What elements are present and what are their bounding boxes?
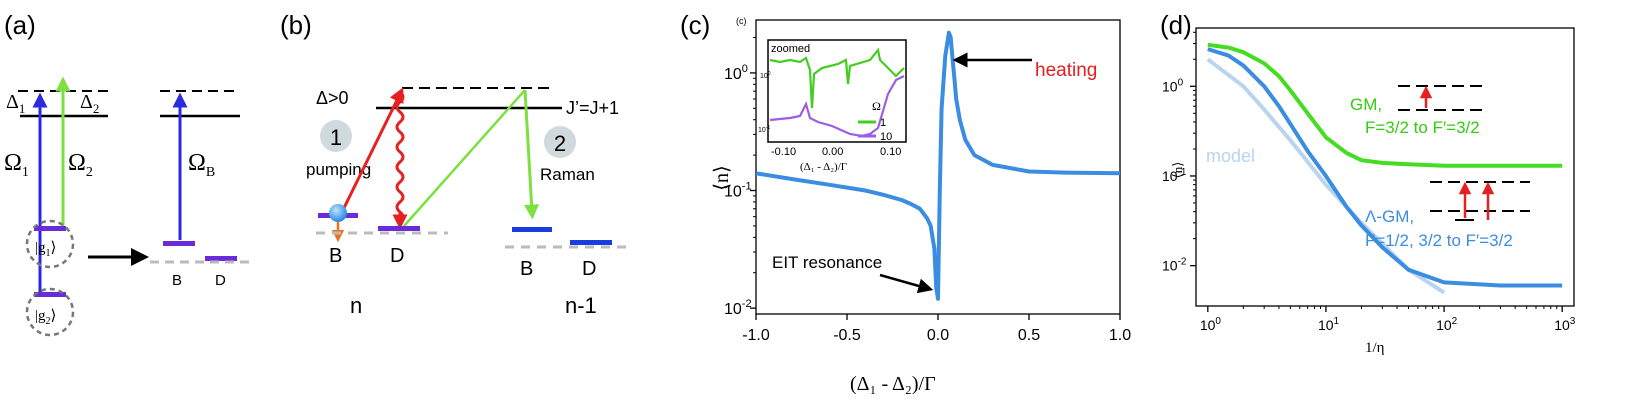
state-D-label: D: [215, 272, 226, 289]
g1-label: |g1⟩: [35, 240, 56, 259]
inset-xtick-2: 0.10: [880, 146, 901, 158]
gm-label-2: F=3/2 to F′=3/2: [1365, 118, 1480, 137]
panel-b: (b) Δ>0 J’=J+1 1 pumping 2 Raman B D n B…: [280, 10, 628, 318]
inset-legend-10: 10: [880, 131, 892, 143]
inset-purple-series: [769, 75, 905, 138]
c-xtick-label: 0.0: [927, 327, 949, 344]
c-ytick-label: 100: [724, 63, 748, 83]
right-D-label: D: [582, 258, 596, 280]
d-xtick-label: 103: [1554, 316, 1576, 333]
lgm-label-2: F=1/2, 3/2 to F′=3/2: [1365, 231, 1513, 250]
D-level: [205, 256, 237, 261]
n-minus-1-label: n-1: [565, 293, 597, 318]
delta2-label: Δ2: [80, 91, 99, 116]
delta1-label: Δ1: [6, 91, 25, 116]
B-level: [163, 241, 195, 246]
c-inset: (c) zoomed 100 10-1 -0.10 0.00 0.10 (Δ₁ …: [736, 16, 907, 173]
n-label: n: [350, 293, 362, 318]
raman-arrow: [523, 89, 540, 220]
step1-number: 1: [330, 125, 342, 150]
inset-title: zoomed: [771, 43, 810, 55]
panel-c-label: (c): [680, 10, 710, 40]
eit-arrow: [879, 273, 934, 294]
c-xtick-label: -0.5: [833, 327, 861, 344]
g2-circle: [25, 287, 75, 337]
step2-badge: [544, 126, 576, 158]
inset-xtick-1: 0.00: [822, 146, 843, 158]
heating-label: heating: [1035, 60, 1097, 81]
state-B-label: B: [172, 272, 182, 289]
model-label: model: [1206, 146, 1255, 166]
panel-a: (a) Δ1 Δ2 Ω1 Ω2 |g1⟩ |g2⟩ ΩB B D: [4, 10, 252, 337]
inset-xtick-0: -0.10: [771, 146, 796, 158]
c-main-series: [755, 30, 1121, 301]
d-y-axis: 10-2 10-1 100: [1162, 31, 1196, 274]
d-x-axis: 100 101 102 103: [1200, 306, 1576, 333]
right-B-level: [512, 227, 552, 232]
panel-d-label: (d): [1160, 10, 1192, 40]
inset-tag: (c): [736, 16, 747, 26]
c-y-axis: 10-2 10-1 100: [724, 37, 756, 318]
omega1-label: Ω1: [4, 150, 29, 180]
c-ytick-label: 10-1: [724, 181, 752, 201]
left-D-level: [378, 226, 420, 231]
inset-xlabel: (Δ₁ - Δ₂)/Γ: [800, 161, 847, 173]
omegaB-label: ΩB: [188, 150, 215, 180]
atom-ball: [329, 204, 347, 222]
lgm-label-1: Λ-GM,: [1365, 207, 1414, 226]
d-xtick-label: 100: [1200, 316, 1222, 333]
c-x-axis: -1.0 -0.5 0.0 0.5 1.0: [742, 314, 1131, 344]
raman-label: Raman: [540, 165, 595, 184]
g1-circle: [25, 219, 75, 269]
right-D-level: [570, 240, 612, 245]
d-xtick-label: 102: [1436, 316, 1458, 333]
panel-a-label: (a): [4, 10, 36, 40]
inset-legend-1: 1: [880, 117, 886, 129]
eit-label: EIT resonance: [772, 253, 882, 272]
right-B-label: B: [520, 258, 533, 280]
c-ylabel: ⟨n⟩: [711, 165, 733, 191]
left-B-label: B: [329, 245, 342, 267]
d-ytick-label: 10-2: [1162, 257, 1187, 274]
inset-frame: [767, 39, 907, 143]
c-xtick-label: 0.5: [1018, 327, 1040, 344]
pump-arrow: [340, 87, 404, 213]
panel-b-label: (b): [280, 10, 312, 40]
left-D-label: D: [390, 245, 404, 267]
g1-level: [34, 226, 66, 231]
d-lambda-gm-series: [1207, 47, 1563, 288]
inset-legend-title: Ω: [872, 99, 881, 113]
d-ylabel: ⟨n⟩: [1170, 162, 1185, 179]
g2-label: |g2⟩: [35, 308, 56, 327]
c-xtick-label: 1.0: [1109, 327, 1131, 344]
d-plot-frame: [1195, 27, 1575, 307]
decay-wavy: [395, 90, 405, 224]
gm-label-1: GM,: [1350, 95, 1382, 114]
c-xtick-label: -1.0: [742, 327, 770, 344]
delta-label: Δ>0: [316, 88, 349, 108]
omega2-label: Ω2: [68, 150, 93, 180]
raman-green-line: [403, 89, 526, 227]
inset-green-series: [769, 47, 905, 109]
d-gm-series: [1207, 42, 1563, 168]
c-xlabel: (Δ₁ - Δ₂)/Γ: [850, 373, 936, 395]
step1-badge: [320, 120, 352, 152]
panel-d: (d) 100 101 102 103 10-2 10-1 100 1/η ⟨n⟩ mod…: [1160, 10, 1576, 356]
d-ytick-label: 100: [1162, 77, 1184, 94]
d-xlabel: 1/η: [1365, 340, 1385, 356]
inset-ytick-1: 10-1: [758, 125, 770, 134]
c-ytick-label: 10-2: [724, 298, 752, 318]
j-prime-label: J’=J+1: [566, 98, 619, 118]
step2-number: 2: [554, 131, 566, 156]
g2-level: [34, 292, 66, 297]
pumping-label: pumping: [306, 160, 371, 179]
d-ytick-label: 10-1: [1162, 167, 1187, 184]
inset-ytick-0: 100: [760, 71, 771, 80]
panel-c: (c) -1.0 -0.5 0.0 0.5 1.0 10-2 10-1 100 (Δ₁ - …: [680, 10, 1131, 395]
d-xtick-label: 101: [1318, 316, 1340, 333]
